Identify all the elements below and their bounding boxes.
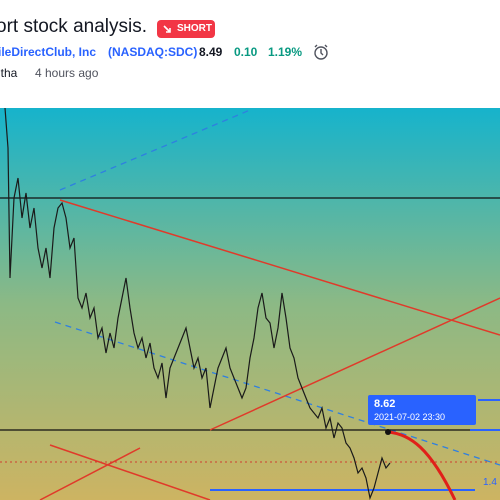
idea-title: ort stock analysis. xyxy=(0,16,147,37)
trend-line xyxy=(209,297,500,431)
label-price: 8.62 xyxy=(374,398,395,410)
symbol-change-percent: 1.19% xyxy=(268,45,303,59)
alert-icon[interactable] xyxy=(312,43,330,61)
arrow-icon xyxy=(163,25,171,33)
publish-time: 4 hours ago xyxy=(35,66,99,80)
author-name[interactable]: itha xyxy=(0,66,18,80)
symbol-price: 8.49 xyxy=(199,45,223,59)
trend-line xyxy=(59,199,500,336)
price-series xyxy=(4,108,391,500)
symbol-change: 0.10 xyxy=(234,45,258,59)
symbol-name[interactable]: ileDirectClub, Inc xyxy=(0,45,97,59)
label-time: 2021-07-02 23:30 xyxy=(374,412,445,422)
price-label-box xyxy=(368,395,476,425)
chart: 8.62 2021-07-02 23:30 1.4 xyxy=(0,108,500,500)
edge-label: 1.4 xyxy=(483,477,497,488)
trend-line xyxy=(54,321,500,466)
trend-line xyxy=(39,447,141,500)
projection-curve xyxy=(387,430,457,500)
symbol-exchange[interactable]: (NASDAQ:SDC) xyxy=(108,45,198,59)
trend-line xyxy=(59,109,251,191)
short-badge[interactable]: SHORT xyxy=(157,20,215,38)
trend-line xyxy=(49,444,211,500)
badge-text: SHORT xyxy=(177,23,212,34)
anchor-point xyxy=(385,429,391,435)
